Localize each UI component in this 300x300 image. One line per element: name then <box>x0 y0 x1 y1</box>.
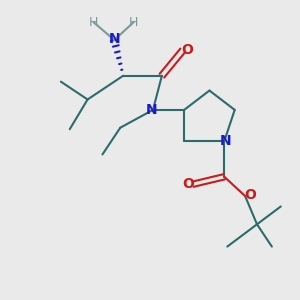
Text: O: O <box>183 177 195 191</box>
Text: N: N <box>146 103 157 117</box>
Text: O: O <box>244 188 256 202</box>
Text: N: N <box>220 134 232 148</box>
Text: H: H <box>89 16 98 29</box>
Text: H: H <box>129 16 138 29</box>
Text: O: O <box>181 44 193 57</box>
Text: N: N <box>109 32 120 46</box>
